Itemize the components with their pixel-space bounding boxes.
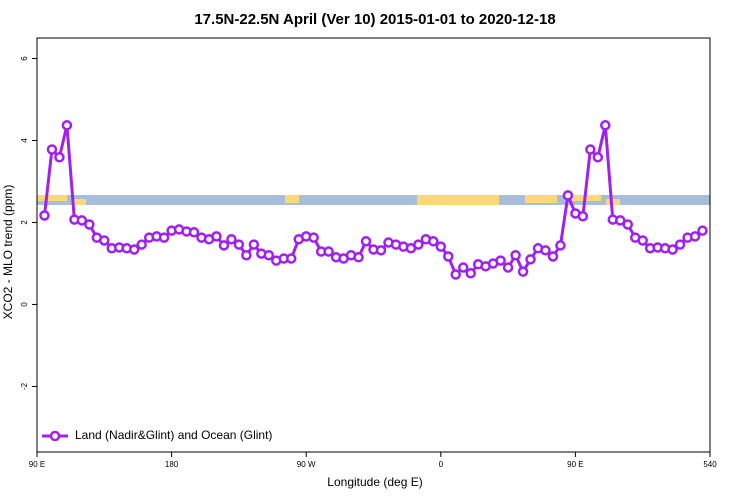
data-point <box>510 249 521 261</box>
legend-label: Land (Nadir&Glint) and Ocean (Glint) <box>75 428 272 442</box>
legend-marker <box>49 430 61 442</box>
data-point <box>637 235 648 246</box>
data-point <box>413 239 424 250</box>
data-point <box>128 244 140 255</box>
chart-title: 17.5N-22.5N April (Ver 10) 2015-01-01 to… <box>194 11 555 28</box>
data-point <box>600 120 611 131</box>
data-point <box>443 251 454 262</box>
data-point <box>285 253 297 264</box>
data-point <box>540 245 551 256</box>
data-point <box>218 240 230 251</box>
data-point <box>562 190 574 201</box>
data-point <box>39 210 50 221</box>
data-point <box>674 239 686 250</box>
data-point <box>689 231 701 242</box>
data-point <box>54 152 65 163</box>
data-point <box>450 269 462 280</box>
y-tick-label: 0 <box>20 302 29 307</box>
data-point <box>577 211 589 222</box>
data-point <box>353 252 364 263</box>
data-point <box>188 227 200 238</box>
x-tick-label: 0 <box>439 460 444 469</box>
data-point <box>667 244 678 255</box>
data-point <box>263 249 275 261</box>
data-point <box>592 152 604 163</box>
data-point <box>308 232 319 243</box>
data-point <box>585 144 596 155</box>
plot-frame <box>36 37 711 453</box>
data-point <box>76 215 88 226</box>
data-point <box>555 240 566 251</box>
data-point <box>457 262 469 273</box>
data-point <box>517 266 529 277</box>
data-point <box>158 232 170 243</box>
data-point <box>495 255 506 266</box>
x-tick-label: 90 E <box>29 460 45 469</box>
y-tick-label: 2 <box>20 220 29 225</box>
data-point <box>211 231 222 242</box>
data-point <box>99 235 110 246</box>
data-point <box>46 144 58 155</box>
data-point <box>622 219 633 230</box>
data-point <box>697 225 708 236</box>
y-tick-label: -2 <box>20 382 29 390</box>
data-point <box>375 245 387 256</box>
x-tick-label: 90 E <box>567 460 583 469</box>
y-tick-label: 4 <box>20 138 29 143</box>
data-point <box>61 120 73 131</box>
data-point <box>136 239 147 250</box>
data-point <box>615 215 626 226</box>
data-point <box>525 254 536 265</box>
data-point <box>84 219 95 230</box>
data-point <box>465 268 476 279</box>
data-point <box>248 239 260 250</box>
x-axis-label: Longitude (deg E) <box>327 475 422 489</box>
data-point <box>226 234 237 245</box>
data-point <box>360 236 372 247</box>
data-point <box>547 251 559 262</box>
data-point <box>428 236 439 247</box>
land-ocean-strip <box>37 195 710 205</box>
legend: Land (Nadir&Glint) and Ocean (Glint) <box>42 428 272 442</box>
x-tick-label: 180 <box>165 460 179 469</box>
y-axis-label: XCO2 - MLO trend (ppm) <box>1 185 15 320</box>
data-point <box>502 262 514 273</box>
data-point <box>323 246 334 257</box>
data-point <box>435 241 447 252</box>
x-tick-label: 540 <box>703 460 717 469</box>
data-point <box>241 249 252 261</box>
y-tick-label: 6 <box>20 56 29 61</box>
data-point <box>233 239 245 250</box>
x-tick-label: 90 W <box>297 460 316 469</box>
